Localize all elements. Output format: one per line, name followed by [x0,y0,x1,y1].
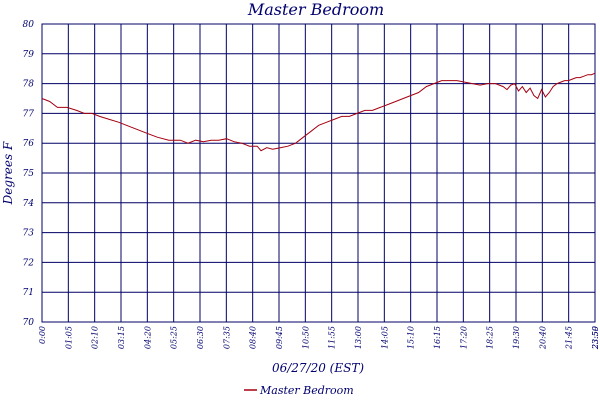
grid [41,23,596,323]
y-tick-label: 77 [23,109,35,119]
x-tick-label: 04:20 [143,326,152,349]
x-tick-label: 10:50 [301,326,310,349]
x-axis-label: 06/27/20 (EST) [272,361,364,375]
x-tick-label: 09:45 [275,326,284,349]
y-tick-label: 80 [23,20,35,30]
y-tick-label: 73 [23,229,35,239]
y-tick-label: 72 [23,258,35,268]
x-tick-label: 06:30 [196,326,205,349]
y-tick-label: 75 [23,169,35,179]
y-tick-label: 71 [23,288,34,298]
y-tick-label: 76 [23,139,35,149]
y-tick-label: 79 [23,50,35,60]
y-tick-label: 78 [23,80,35,90]
x-tick-label: 18:25 [486,326,495,349]
x-tick-label: 15:10 [407,326,416,349]
chart-title: Master Bedroom [247,0,384,19]
x-tick-label: 17:20 [459,326,468,349]
x-tick-label: 11:55 [328,326,337,349]
x-tick-label: 20:40 [538,326,547,350]
x-tick-label: 16:15 [433,326,442,349]
x-tick-label: 21:45 [565,326,574,350]
x-tick-label: 03:15 [117,326,126,349]
x-axis-ticks: 0:00 01:05 02:10 03:15 04:20 05:25 06:30 07:35 0… [38,326,600,350]
x-tick-label: 08:40 [249,326,258,349]
x-tick-label: 13:00 [354,326,363,349]
x-tick-label: 02:10 [91,326,100,349]
x-tick-label: 07:35 [222,326,231,349]
y-tick-label: 70 [23,318,35,328]
x-tick-label: 23:59 [591,326,600,350]
series-line-master-bedroom [41,72,596,152]
series-layer [41,72,596,152]
x-tick-label: 01:05 [64,326,73,349]
x-tick-label: 05:25 [170,326,179,349]
legend: Master Bedroom [244,384,354,397]
x-tick-label: 14:05 [380,326,389,349]
x-tick-label: 0:00 [38,326,47,344]
x-tick-label: 23:50 [591,326,600,350]
y-axis-label: Degrees F [1,141,15,205]
x-tick-label: 19:30 [512,326,521,349]
y-axis-ticks: 70 71 72 73 74 75 76 77 78 79 80 [23,20,35,328]
plot-frame [41,23,596,323]
y-tick-label: 74 [23,199,35,209]
legend-label: Master Bedroom [259,384,354,397]
